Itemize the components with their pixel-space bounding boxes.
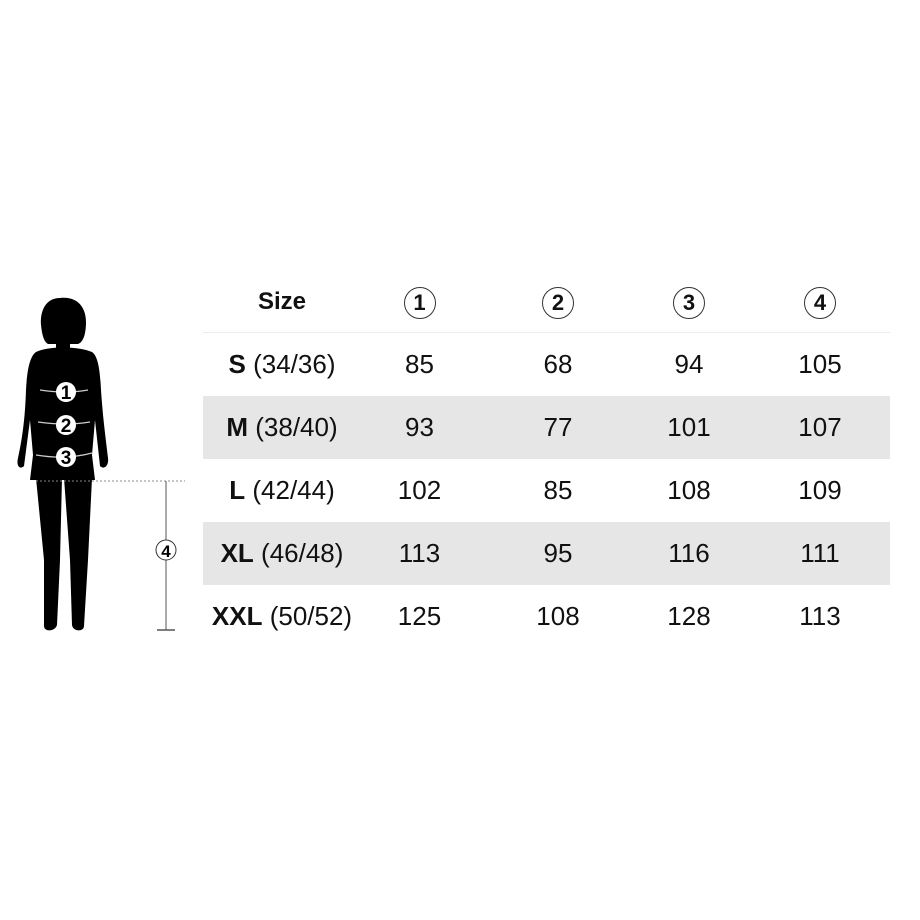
table-header-row: Size 1 2 3 4 [203, 272, 890, 333]
column-header-2: 2 [542, 286, 574, 319]
svg-text:4: 4 [161, 542, 171, 561]
measurement-cell-2: 68 [543, 349, 573, 379]
measurement-cell-4: 113 [799, 601, 841, 631]
table-row: M (38/40) 93 77 101 107 [203, 396, 890, 459]
size-eu: (42/44) [252, 475, 335, 505]
measurement-cell-3: 108 [667, 475, 711, 505]
size-cell: S (34/36) [203, 349, 361, 380]
size-eu: (50/52) [269, 601, 353, 631]
measurement-cell-3: 128 [667, 601, 711, 631]
measure-marker-4: 4 [155, 539, 177, 561]
table-row: S (34/36) 85 68 94 105 [203, 333, 890, 396]
measurement-cell-3: 116 [668, 538, 710, 568]
measurement-cell-4: 111 [800, 538, 840, 568]
size-cell: M (38/40) [203, 412, 361, 443]
size-column-header: Size [257, 288, 307, 315]
size-cell: XXL (50/52) [203, 601, 361, 632]
measurement-cell-3: 94 [674, 349, 704, 379]
measurement-cell-4: 107 [798, 412, 842, 442]
measurement-cell-1: 85 [405, 349, 434, 379]
measurement-cell-2: 85 [543, 475, 573, 505]
size-chart-table: Size 1 2 3 4 S (34/36) 85 68 94 105 M (38/40)… [203, 272, 890, 648]
size-eu: (38/40) [255, 412, 338, 442]
table-row: L (42/44) 102 85 108 109 [203, 459, 890, 522]
measure-marker-3: 3 [56, 447, 76, 469]
column-header-3: 3 [673, 286, 705, 319]
svg-text:3: 3 [61, 448, 72, 469]
woman-silhouette-icon [17, 297, 109, 631]
size-cell: XL (46/48) [203, 538, 361, 569]
table-row: XXL (50/52) 125 108 128 113 [203, 585, 890, 648]
measure-marker-1: 1 [56, 382, 76, 404]
measurement-cell-4: 109 [798, 475, 842, 505]
size-eu: (34/36) [253, 349, 336, 379]
size-letter: L [229, 475, 246, 505]
size-letter: S [228, 349, 246, 379]
measurement-cell-1: 93 [405, 412, 434, 442]
body-silhouette-figure: 1 2 3 4 [17, 297, 185, 631]
svg-text:1: 1 [61, 383, 72, 404]
measure-marker-2: 2 [56, 415, 76, 437]
size-letter: XL [220, 538, 254, 568]
size-cell: L (42/44) [203, 475, 361, 506]
column-header-1: 1 [403, 286, 436, 319]
measurement-cell-1: 102 [397, 475, 442, 505]
table-row: XL (46/48) 113 95 116 111 [203, 522, 890, 585]
measurement-cell-2: 77 [543, 412, 573, 442]
column-header-4: 4 [804, 286, 836, 319]
measurement-cell-1: 113 [398, 538, 441, 568]
measurement-cell-1: 125 [397, 601, 442, 631]
size-eu: (46/48) [261, 538, 344, 568]
measurement-cell-2: 95 [543, 538, 573, 568]
measurement-cell-2: 108 [536, 601, 580, 631]
size-letter: XXL [211, 601, 263, 631]
measurement-cell-4: 105 [798, 349, 842, 379]
svg-text:2: 2 [61, 416, 72, 437]
measurement-cell-3: 101 [667, 412, 711, 442]
size-letter: M [226, 412, 249, 442]
